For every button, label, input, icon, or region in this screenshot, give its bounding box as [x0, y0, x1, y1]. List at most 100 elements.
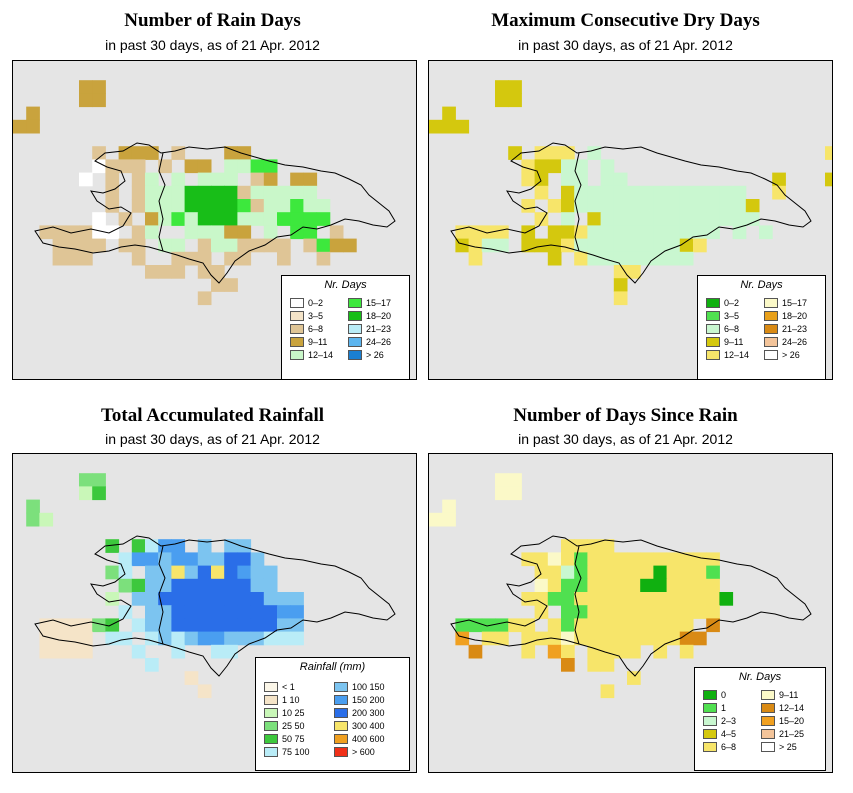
map-cell [640, 578, 654, 593]
legend-swatch [264, 708, 278, 718]
map-cell [145, 578, 159, 593]
map-cell [145, 631, 159, 646]
map-cell [653, 644, 668, 659]
map-cell [587, 146, 602, 160]
legend-swatch [334, 747, 348, 757]
map-cell [600, 631, 615, 646]
map-cell [627, 578, 641, 593]
map-cell [158, 159, 172, 174]
map-cell [184, 225, 199, 240]
map-cell [574, 605, 588, 619]
map-cell [158, 185, 172, 200]
map-cell [666, 185, 681, 200]
map-cell [79, 473, 93, 487]
map-cell [653, 199, 668, 213]
legend-label: 3–5 [724, 311, 740, 321]
map-cell [561, 578, 575, 593]
map-cell [250, 618, 265, 633]
map-cell [521, 225, 536, 240]
panel-2-title: Maximum Consecutive Dry Days [491, 10, 760, 31]
panel-3-map: Rainfall (mm) < 1 1 10 10 25 25 50 50 75 75 1… [12, 453, 417, 773]
map-cell [158, 199, 172, 213]
map-cell [131, 552, 146, 567]
map-cell [158, 618, 172, 633]
legend-swatch [334, 721, 348, 731]
map-cell [224, 618, 238, 633]
map-cell [547, 565, 562, 580]
map-cell [574, 159, 588, 174]
legend-swatch [348, 311, 362, 321]
map-cell [65, 238, 80, 253]
map-cell [145, 618, 159, 633]
map-cell [508, 93, 522, 108]
map-cell [158, 552, 172, 567]
map-cell [197, 172, 212, 187]
map-cell [250, 199, 265, 213]
legend-swatch [703, 742, 717, 752]
map-cell [197, 185, 212, 200]
map-cell [79, 238, 93, 253]
map-cell [600, 605, 615, 619]
map-cell [105, 225, 120, 240]
map-cell [442, 106, 456, 121]
map-cell [211, 592, 225, 606]
legend-swatch [334, 708, 348, 718]
map-cell [105, 159, 120, 174]
map-cell [118, 159, 133, 174]
legend-label: 2–3 [721, 716, 737, 726]
map-cell [250, 212, 265, 226]
map-cell [481, 238, 496, 253]
map-cell [561, 552, 575, 567]
map-cell [303, 238, 318, 253]
legend-swatch [706, 324, 720, 334]
map-cell [224, 172, 238, 187]
map-cell [145, 172, 159, 187]
map-cell [679, 185, 694, 200]
map-cell [561, 238, 575, 253]
map-cell [561, 539, 575, 553]
map-cell [52, 251, 67, 266]
map-cell [131, 592, 146, 606]
map-cell [587, 238, 602, 253]
map-cell [145, 185, 159, 200]
map-cell [171, 199, 186, 213]
map-cell [197, 265, 212, 279]
map-cell [92, 225, 106, 240]
map-cell [131, 225, 146, 240]
map-cell [772, 172, 786, 187]
map-cell [600, 578, 615, 593]
map-cell [600, 644, 615, 659]
map-cell [277, 238, 291, 253]
map-cell [640, 552, 654, 567]
map-cell [39, 644, 54, 659]
map-cell [224, 238, 238, 253]
map-cell [26, 119, 40, 134]
map-cell [653, 592, 668, 606]
map-cell [237, 146, 252, 160]
map-cell [627, 618, 641, 633]
legend-swatch [706, 350, 720, 360]
map-cell [237, 199, 252, 213]
map-cell [627, 565, 641, 580]
map-cell [131, 251, 146, 266]
map-cell [600, 539, 615, 553]
map-cell [534, 238, 549, 253]
legend-swatch [264, 682, 278, 692]
map-cell [26, 499, 40, 514]
coastline [450, 535, 812, 677]
map-cell [171, 618, 186, 633]
map-cell [250, 565, 265, 580]
legend-label: 100 150 [352, 682, 385, 692]
map-cell [290, 199, 304, 213]
map-cell [574, 199, 588, 213]
border-line [158, 545, 166, 645]
legend-label: 0–2 [724, 298, 740, 308]
legend-swatch [334, 734, 348, 744]
days-since-rain-map [429, 473, 812, 699]
map-cell [521, 552, 536, 567]
panel-1-legend: Nr. Days 0–2 3–5 6–8 9–11 12–14 15–17 18–20 21–… [281, 275, 410, 379]
map-cell [250, 172, 265, 187]
map-cell [131, 539, 146, 553]
legend-swatch [348, 298, 362, 308]
map-cell [26, 512, 40, 527]
